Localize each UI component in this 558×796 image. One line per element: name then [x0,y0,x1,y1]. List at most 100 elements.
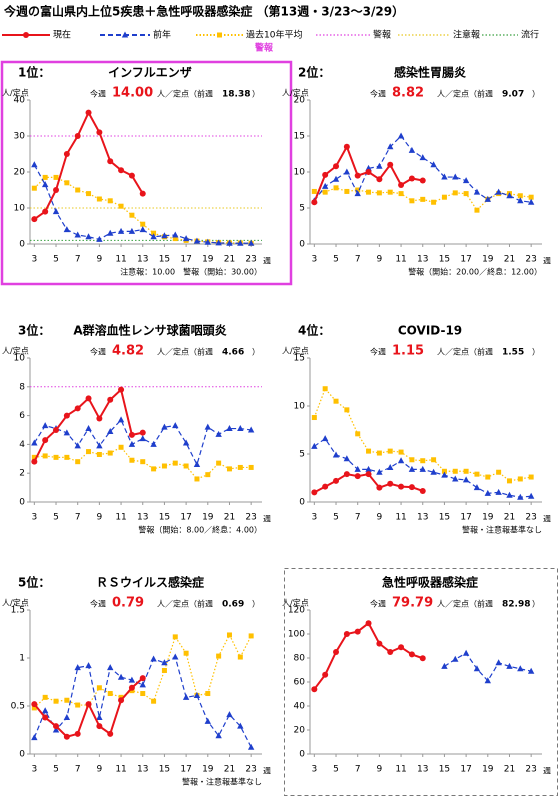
y-tick-label: 100 [288,630,305,640]
x-tick-label: 9 [377,765,383,775]
marker [172,236,178,242]
marker [398,181,405,188]
marker [527,492,535,499]
marker [473,484,481,491]
marker [85,425,92,432]
marker [107,730,114,737]
legend-label: 現在 [53,29,71,41]
marker [23,32,29,38]
x-tick-label: 13 [417,255,428,265]
x-tick-label: 19 [202,765,214,775]
marker [474,471,480,477]
marker [473,188,481,195]
marker [216,653,222,659]
marker [473,665,481,672]
marker [150,440,157,447]
marker [129,212,135,218]
series-line [33,418,252,467]
marker [452,173,459,180]
marker [398,644,405,651]
marker [441,468,447,474]
marker [441,173,448,180]
marker [86,191,92,197]
x-tick-label: 7 [355,255,361,265]
marker [527,198,535,205]
marker [311,686,318,693]
marker [215,430,222,437]
x-tick-label: 19 [202,513,214,523]
x-tick-label: 21 [224,513,235,523]
y-unit: 人/定点 [282,598,309,608]
y-tick-label: 20 [14,168,26,178]
marker [354,190,361,197]
marker [172,422,179,429]
chart-title: COVID-19 [398,324,462,338]
marker [517,476,523,482]
marker [215,732,222,739]
marker [64,697,70,703]
marker [118,167,125,174]
chart-title: ＲＳウイルス感染症 [96,575,204,590]
y-unit: 人/定点 [2,346,29,356]
marker [506,491,513,498]
chart-title: 急性呼吸器感染症 [382,575,478,590]
x-unit: 週 [263,257,271,266]
x-tick-label: 23 [525,255,536,265]
footnote: 警報・注意報基準なし [462,525,542,535]
marker [128,676,136,683]
marker [64,454,70,460]
marker [52,726,60,733]
marker [431,457,437,463]
marker [387,189,393,195]
marker [75,459,81,465]
marker [365,620,372,627]
marker [247,426,255,433]
x-tick-label: 15 [439,513,450,523]
marker [85,701,92,708]
marker [128,172,135,179]
x-tick-label: 19 [482,513,494,523]
x-tick-label: 21 [504,255,515,265]
x-tick-label: 21 [504,765,515,775]
marker [376,640,383,647]
x-unit: 週 [543,515,551,524]
rank: 5位： [18,575,50,590]
marker [387,463,394,470]
marker [484,677,491,684]
marker [96,129,103,136]
marker [118,203,124,209]
marker [205,472,211,478]
x-tick-label: 17 [460,255,471,265]
marker [52,208,60,215]
y-unit: 人/定点 [2,88,29,98]
y-tick-label: 0 [299,750,305,760]
marker [462,649,470,656]
marker [31,216,38,223]
prev-week-value: 82.98 [502,600,530,610]
x-tick-label: 11 [115,255,126,265]
x-tick-label: 19 [202,255,214,265]
marker [322,189,328,195]
marker [42,174,48,180]
rank: 1位： [18,65,50,80]
marker [140,221,146,227]
chart-title: 感染性胃腸炎 [394,65,466,80]
marker [365,471,372,478]
marker [140,459,146,465]
this-week-label: 今週 [90,347,106,357]
marker [107,198,113,204]
marker [517,193,523,199]
marker [376,484,383,491]
marker [430,161,437,168]
y-tick-label: 40 [294,702,306,712]
series-line [33,176,252,244]
marker [172,231,179,238]
marker [139,681,146,688]
marker [42,694,48,700]
marker [321,182,329,189]
x-tick-label: 13 [417,765,428,775]
marker [96,685,102,691]
marker [139,675,146,682]
x-tick-label: 19 [482,255,494,265]
marker [343,471,350,478]
